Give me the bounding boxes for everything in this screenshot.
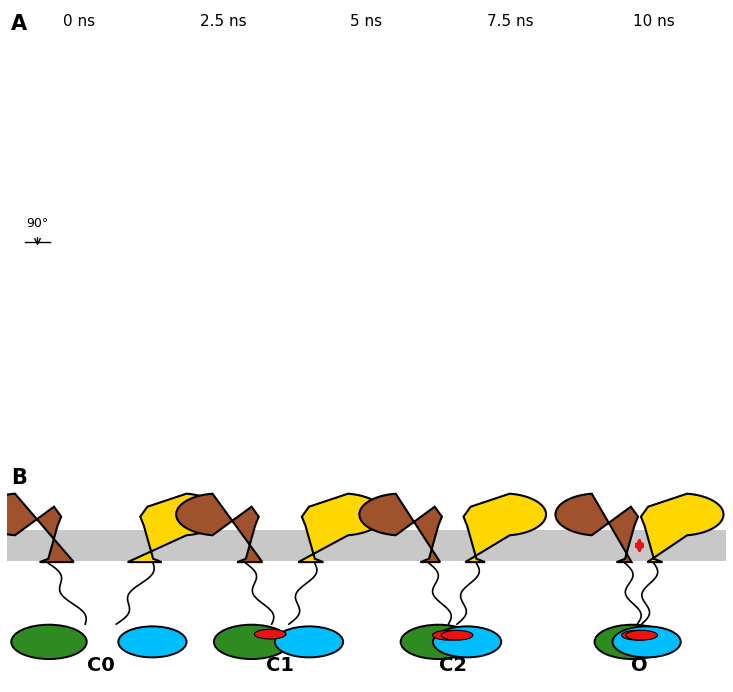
Text: 2.5 ns: 2.5 ns — [199, 14, 246, 28]
Text: 10 ns: 10 ns — [633, 14, 674, 28]
Text: 0 ns: 0 ns — [63, 14, 95, 28]
Text: A: A — [11, 14, 27, 34]
Ellipse shape — [11, 625, 86, 659]
Polygon shape — [641, 493, 723, 562]
FancyBboxPatch shape — [183, 530, 377, 561]
Ellipse shape — [118, 626, 187, 657]
Circle shape — [626, 630, 658, 640]
Polygon shape — [176, 493, 262, 562]
Polygon shape — [556, 493, 638, 562]
Circle shape — [254, 629, 286, 639]
Ellipse shape — [401, 625, 476, 659]
Ellipse shape — [275, 626, 343, 657]
Polygon shape — [0, 493, 74, 562]
Polygon shape — [359, 493, 442, 562]
Ellipse shape — [214, 625, 290, 659]
Ellipse shape — [613, 626, 681, 657]
Ellipse shape — [433, 626, 501, 657]
Polygon shape — [128, 493, 223, 562]
Text: 5 ns: 5 ns — [350, 14, 383, 28]
Ellipse shape — [594, 625, 670, 659]
Text: 90°: 90° — [26, 217, 48, 230]
Circle shape — [441, 630, 473, 640]
Text: C2: C2 — [439, 656, 467, 675]
Circle shape — [432, 630, 464, 640]
FancyBboxPatch shape — [542, 530, 733, 561]
FancyBboxPatch shape — [356, 530, 550, 561]
Text: 7.5 ns: 7.5 ns — [487, 14, 534, 28]
Text: C0: C0 — [86, 656, 114, 675]
Polygon shape — [463, 493, 546, 562]
Text: B: B — [11, 468, 27, 488]
FancyBboxPatch shape — [4, 530, 198, 561]
Text: C1: C1 — [266, 656, 294, 675]
Circle shape — [622, 630, 653, 640]
Text: O: O — [631, 656, 648, 675]
Polygon shape — [298, 493, 384, 562]
